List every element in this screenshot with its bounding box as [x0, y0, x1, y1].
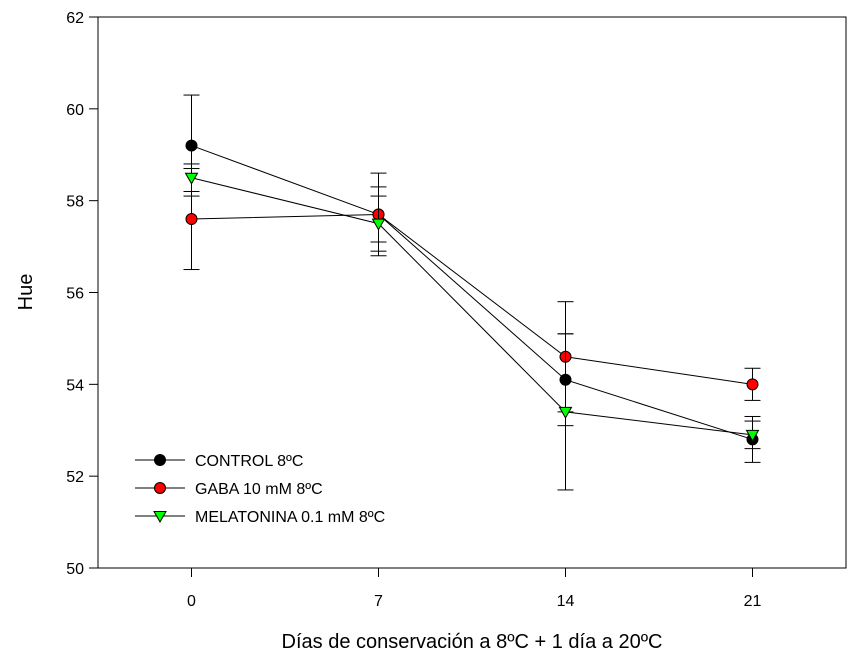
series-line [191, 177, 753, 436]
data-point [185, 139, 198, 152]
data-point [184, 172, 199, 185]
x-axis-label: Días de conservación a 8ºC + 1 día a 20º… [282, 631, 663, 653]
legend-label: CONTROL 8ºC [195, 453, 303, 470]
x-tick-label: 14 [557, 593, 575, 610]
legend-marker [153, 511, 167, 524]
y-axis-ticks: 50 52 54 56 58 60 62 [66, 10, 98, 578]
y-tick-label: 60 [66, 102, 84, 119]
series-2 [183, 163, 761, 491]
legend-label: MELATONINA 0.1 mM 8ºC [195, 509, 385, 526]
data-point [185, 213, 198, 226]
legend-marker [154, 482, 166, 494]
data-point [746, 378, 759, 391]
series-1 [183, 168, 761, 413]
y-tick-label: 58 [66, 194, 84, 211]
legend-label: GABA 10 mM 8ºC [195, 481, 323, 498]
series-line [191, 213, 753, 385]
legend-marker [154, 454, 166, 466]
x-axis-ticks: 0 7 14 21 [187, 568, 762, 610]
y-tick-label: 62 [66, 10, 84, 27]
series-0 [183, 94, 761, 463]
x-tick-label: 21 [744, 593, 762, 610]
legend: CONTROL 8ºC GABA 10 mM 8ºC MELATONINA 0.1 … [135, 453, 385, 526]
x-tick-label: 0 [187, 593, 196, 610]
y-tick-label: 54 [66, 377, 84, 394]
y-tick-label: 56 [66, 286, 84, 303]
series-line [191, 145, 753, 440]
x-tick-label: 7 [374, 593, 383, 610]
data-point [558, 406, 573, 419]
series-layer [183, 94, 761, 491]
y-tick-label: 52 [66, 469, 84, 486]
data-point [371, 218, 386, 231]
y-axis-label: Hue [15, 274, 37, 311]
data-point [745, 429, 760, 442]
y-tick-label: 50 [66, 561, 84, 578]
